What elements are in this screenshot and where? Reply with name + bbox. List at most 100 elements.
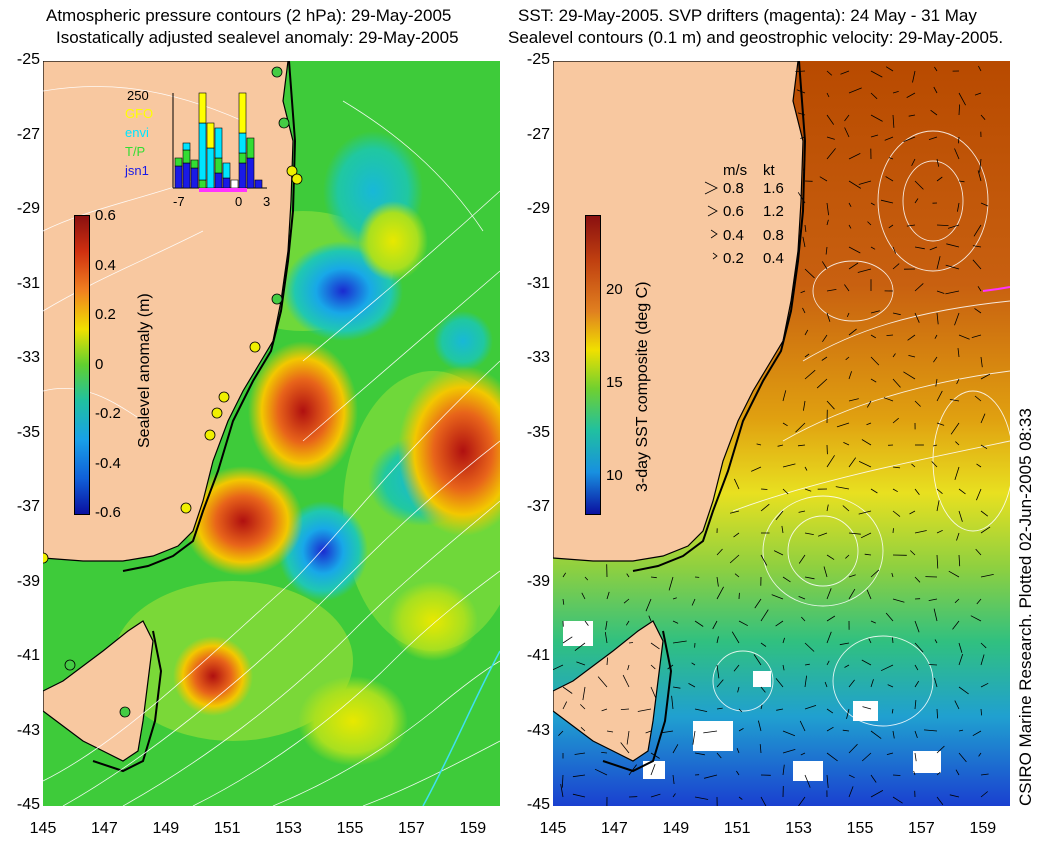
velocity-arrow (844, 114, 850, 122)
velocity-arrow (606, 657, 608, 666)
velocity-arrow (914, 400, 921, 407)
velocity-arrow (803, 400, 806, 411)
velocity-arrow (870, 488, 878, 494)
velocity-arrow (804, 466, 808, 471)
velocity-arrow (936, 796, 944, 806)
velocity-arrow (971, 334, 982, 338)
velocity-arrow (734, 478, 740, 490)
velocity-arrow (801, 616, 806, 622)
velocity-arrow (980, 114, 986, 120)
velocity-arrow (970, 615, 982, 622)
velocity-arrow (562, 701, 568, 710)
velocity-arrow (870, 310, 880, 314)
velocity-arrow (929, 246, 938, 251)
sealevel-anomaly-svg (43, 61, 500, 806)
velocity-legend-ms: 0.8 (723, 180, 744, 197)
velocity-arrow (946, 243, 960, 248)
velocity-arrow (667, 664, 674, 670)
velocity-arrow (823, 566, 828, 578)
velocity-arrow (756, 443, 762, 446)
velocity-arrow (860, 532, 872, 539)
velocity-arrow (775, 678, 784, 688)
lat-tick-label: -37 (16, 498, 40, 515)
velocity-arrow (891, 572, 894, 578)
velocity-arrow (880, 664, 894, 672)
lon-tick-label: 153 (785, 820, 812, 837)
velocity-arrow (645, 730, 652, 734)
velocity-arrow (866, 400, 872, 408)
velocity-arrow (760, 488, 768, 490)
velocity-arrow (936, 771, 941, 776)
velocity-arrow (626, 573, 630, 578)
velocity-arrow (928, 664, 938, 666)
velocity-legend-kt: 0.4 (763, 250, 784, 267)
velocity-arrow (934, 66, 938, 72)
velocity-arrow (870, 356, 880, 366)
velocity-arrow (870, 70, 883, 78)
velocity-arrow (974, 395, 982, 402)
velocity-arrow (804, 329, 809, 336)
velocity-arrow (848, 153, 861, 160)
velocity-arrow (795, 422, 806, 433)
sealevel-tick: -0.4 (95, 455, 121, 472)
velocity-legend-ms: 0.6 (723, 203, 744, 220)
velocity-arrow (716, 576, 719, 587)
velocity-arrow (771, 594, 784, 600)
velocity-arrow (952, 620, 960, 630)
velocity-arrow (574, 752, 586, 755)
velocity-arrow (914, 752, 917, 762)
velocity-arrow (848, 532, 861, 535)
velocity-arrow (936, 312, 939, 325)
velocity-arrow (729, 554, 740, 564)
velocity-arrow (650, 752, 660, 759)
legend-envi: envi (125, 125, 149, 140)
velocity-arrow (908, 114, 916, 117)
velocity-arrow (908, 355, 916, 358)
velocity-legend-kt: 1.6 (763, 180, 784, 197)
velocity-arrow (892, 263, 900, 270)
velocity-arrow (572, 774, 586, 778)
lat-tick-label: -43 (16, 721, 40, 739)
velocity-arrow (561, 774, 564, 788)
left-title-line2: Isostatically adjusted sealevel anomaly:… (56, 28, 459, 47)
lat-tick-label: -39 (16, 572, 40, 590)
velocity-arrow (601, 752, 608, 754)
velocity-arrow (870, 246, 876, 250)
velocity-arrow (804, 774, 811, 788)
velocity-arrow (934, 639, 938, 644)
velocity-arrow (576, 661, 586, 666)
velocity-arrow (803, 158, 806, 171)
velocity-arrow (802, 307, 806, 314)
velocity-arrow (782, 576, 791, 583)
velocity-arrow (826, 554, 835, 560)
velocity-arrow (584, 620, 589, 626)
velocity-arrow (980, 510, 989, 517)
velocity-arrow (980, 526, 991, 534)
velocity-arrow (848, 774, 855, 779)
velocity-arrow (980, 356, 983, 368)
lat-tick-label: -27 (526, 125, 550, 143)
velocity-arrow (798, 554, 806, 564)
sealevel-colorbar-label: Sealevel anomaly (m) (136, 293, 153, 448)
velocity-arrow (870, 790, 884, 798)
velocity-arrow (848, 202, 852, 207)
velocity-arrow (936, 158, 940, 167)
velocity-arrow (848, 262, 859, 270)
velocity-arrow (892, 114, 895, 128)
velocity-arrow (716, 586, 724, 600)
velocity-arrow (694, 620, 704, 627)
velocity-arrow (637, 708, 652, 712)
velocity-arrow (797, 444, 806, 447)
velocity-arrow (782, 463, 796, 468)
lat-tick-label: -45 (526, 796, 550, 813)
velocity-arrow (861, 659, 872, 666)
velocity-arrow (956, 532, 960, 541)
velocity-arrow (977, 286, 982, 292)
inset-x-label-mid: 0 (235, 194, 243, 209)
velocity-arrow (760, 609, 769, 622)
right-title-line1: SST: 29-May-2005. SVP drifters (magenta)… (518, 6, 977, 25)
velocity-arrow (936, 390, 943, 402)
velocity-arrow (776, 708, 784, 711)
velocity-arrow (672, 686, 681, 689)
velocity-arrow (758, 720, 762, 732)
